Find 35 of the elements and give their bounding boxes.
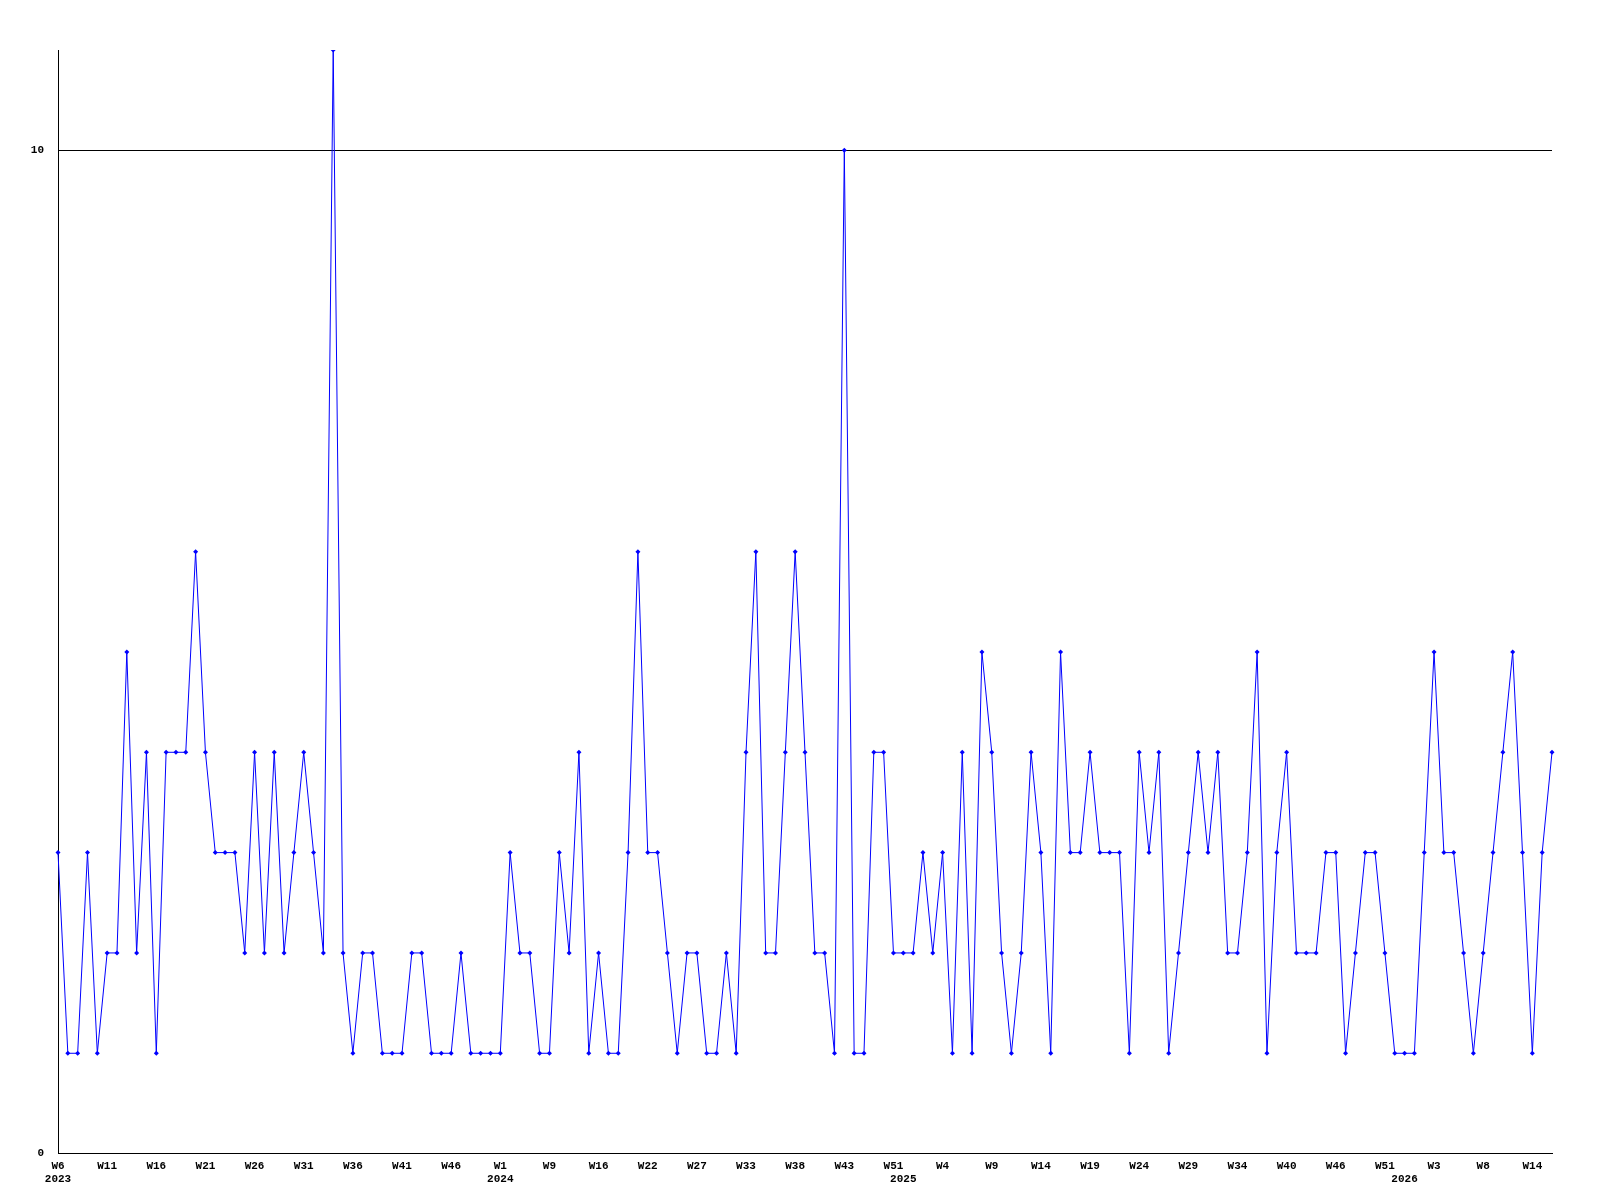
x-tick-label: W27: [686, 1159, 707, 1172]
x-tick-label: W16: [588, 1159, 609, 1172]
x-tick-label: W8: [1476, 1159, 1491, 1172]
x-tick-label: W21: [195, 1159, 216, 1172]
x-tick-label: W16: [146, 1159, 167, 1172]
x-tick-label: 2025: [890, 1173, 917, 1186]
x-tick-label: W31: [293, 1159, 315, 1172]
x-tick-label: W4: [936, 1159, 950, 1172]
x-tick-label: W33: [736, 1159, 757, 1172]
x-tick-label: W41: [392, 1159, 413, 1172]
x-tick-label: W43: [834, 1159, 855, 1172]
x-tick-label: W36: [342, 1159, 363, 1172]
x-tick-label: W22: [637, 1159, 658, 1172]
y-tick-label: 10: [30, 144, 44, 157]
x-tick-label: W51: [883, 1159, 904, 1172]
x-tick-label: W51: [1375, 1159, 1396, 1172]
x-tick-label: W38: [785, 1159, 806, 1172]
y-tick-label: 0: [37, 1147, 44, 1160]
x-tick-label: W46: [1325, 1159, 1346, 1172]
x-tick-label: W9: [542, 1159, 557, 1172]
x-tick-label: W24: [1129, 1159, 1150, 1172]
x-tick-label: W19: [1080, 1159, 1100, 1172]
x-tick-label: W34: [1227, 1159, 1248, 1172]
x-tick-label: W3: [1427, 1159, 1442, 1172]
x-tick-label: W26: [244, 1159, 265, 1172]
x-tick-label: 2026: [1391, 1173, 1418, 1186]
x-tick-label: W9: [985, 1159, 999, 1172]
x-tick-label: W14: [1522, 1159, 1543, 1172]
x-tick-label: W1 2024: [487, 1159, 514, 1186]
x-tick-label: W29: [1178, 1159, 1199, 1172]
x-tick-label: W6 2023: [44, 1159, 72, 1186]
x-tick-label: W11: [97, 1159, 118, 1172]
x-tick-label: W40: [1276, 1159, 1297, 1172]
x-tick-label: W46: [441, 1159, 462, 1172]
x-tick-label: W14: [1030, 1159, 1052, 1172]
